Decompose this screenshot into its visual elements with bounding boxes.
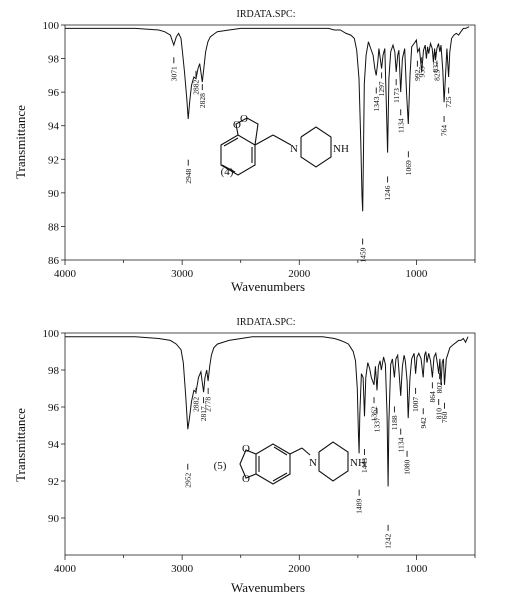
y-tick-label: 96 [48, 402, 60, 414]
y-tick-label: 90 [48, 513, 60, 525]
plot-frame-5 [64, 332, 476, 556]
svg-text:O: O [242, 443, 250, 455]
x-axis-5: 4000 3000 2000 1000 [54, 555, 476, 575]
y-tick-label: 94 [48, 121, 60, 133]
peak-label: 1242 [384, 534, 393, 549]
structure-5 [239, 441, 349, 485]
spectrum-4-panel: IRDATA.SPC: 86 88 90 92 94 96 98 100 4000 3000 20… [13, 9, 476, 294]
y-tick-label: 100 [43, 328, 60, 340]
x-axis-label-4: Wavenumbers [231, 279, 305, 294]
spectrum-5-panel: IRDATA.SPC: 90 92 94 96 98 100 4000 3000 2000 10… [13, 317, 476, 595]
peak-label: 2882 [192, 79, 201, 94]
plot-frame-4 [64, 24, 476, 261]
x-tick-label: 2000 [288, 563, 311, 575]
peak-label: 992 [413, 69, 422, 81]
peak-label: 1459 [358, 247, 367, 262]
x-tick-label: 2000 [288, 268, 311, 280]
peak-label: 1362 [370, 406, 379, 421]
y-tick-label: 90 [48, 188, 60, 200]
x-axis-label-5: Wavenumbers [231, 580, 305, 595]
peak-label: 2778 [204, 397, 213, 412]
peak-label: 2817 [199, 406, 208, 421]
peak-label: 1080 [403, 460, 412, 475]
y-tick-label: 86 [48, 255, 60, 267]
y-tick-label: 98 [48, 54, 60, 66]
peak-label: 760 [440, 411, 449, 423]
x-axis-4: 4000 3000 2000 1000 [54, 260, 476, 280]
svg-text:O: O [233, 119, 241, 131]
y-tick-label: 98 [48, 365, 60, 377]
y-tick-label: 96 [48, 87, 60, 99]
x-tick-label: 1000 [405, 563, 428, 575]
y-tick-label: 94 [48, 439, 60, 451]
y-tick-label: 92 [48, 476, 59, 488]
peak-label: 864 [428, 391, 437, 403]
spectrum-line-5 [65, 336, 469, 487]
structure-n-5: N [309, 457, 317, 469]
compound-label-5: (5) [214, 460, 227, 472]
peak-label: 764 [440, 125, 449, 137]
peak-label: 2828 [198, 93, 207, 108]
structure-nh-4: NH [333, 143, 349, 155]
compound-label-4: (4) [221, 166, 234, 178]
piperazine-ring-4 [300, 126, 332, 168]
dioxole-ring-4 [235, 117, 259, 146]
peak-label: 1337 [373, 417, 382, 432]
x-tick-label: 3000 [171, 563, 194, 575]
y-axis-label-4: Transmittance [13, 105, 28, 179]
y-axis-5: 90 92 94 96 98 100 [43, 328, 65, 525]
y-tick-label: 88 [48, 221, 60, 233]
y-axis-4: 86 88 90 92 94 96 98 100 [43, 20, 65, 267]
x-tick-label: 3000 [171, 268, 194, 280]
x-tick-label: 4000 [54, 563, 77, 575]
peak-label: 1188 [390, 415, 399, 430]
peak-label: 802 [435, 382, 444, 394]
peak-label: 1246 [383, 185, 392, 200]
x-tick-label: 4000 [54, 268, 77, 280]
svg-text:O: O [242, 473, 250, 485]
peak-label: 1007 [411, 397, 420, 412]
y-axis-label-5: Transmittance [13, 408, 28, 482]
x-tick-label: 1000 [405, 268, 428, 280]
structure-n-4: N [290, 143, 298, 155]
structure-nh-5: NH [350, 457, 366, 469]
y-tick-label: 100 [43, 20, 60, 32]
benzene-ring-5 [255, 443, 291, 485]
chart-title-4: IRDATA.SPC: [237, 9, 296, 20]
peak-label: 2952 [183, 473, 192, 488]
peak-label: 825 [433, 69, 442, 81]
structure-4 [220, 117, 332, 176]
peak-label: 942 [419, 417, 428, 429]
peak-label: 1173 [392, 88, 401, 103]
svg-text:O: O [240, 113, 248, 125]
peak-label: 1489 [355, 498, 364, 513]
peak-label: 1069 [404, 160, 413, 175]
peak-label: 810 [434, 408, 443, 420]
peak-label: 725 [444, 96, 453, 108]
peak-label: 1297 [377, 81, 386, 96]
peak-label: 837 [431, 61, 440, 72]
spectrum-line-4 [65, 26, 470, 212]
peak-label: 1343 [372, 96, 381, 111]
chart-title-5: IRDATA.SPC: [237, 317, 296, 328]
dioxole-ring-5 [239, 449, 257, 479]
peak-label: 1443 [360, 458, 369, 473]
y-tick-label: 92 [48, 154, 59, 166]
peak-label: 1134 [396, 437, 405, 452]
peak-label: 1134 [396, 118, 405, 133]
peak-label: 2948 [184, 168, 193, 183]
peak-label: 3071 [169, 66, 178, 81]
piperazine-ring-5 [318, 441, 349, 482]
peak-label: 2882 [192, 397, 201, 412]
